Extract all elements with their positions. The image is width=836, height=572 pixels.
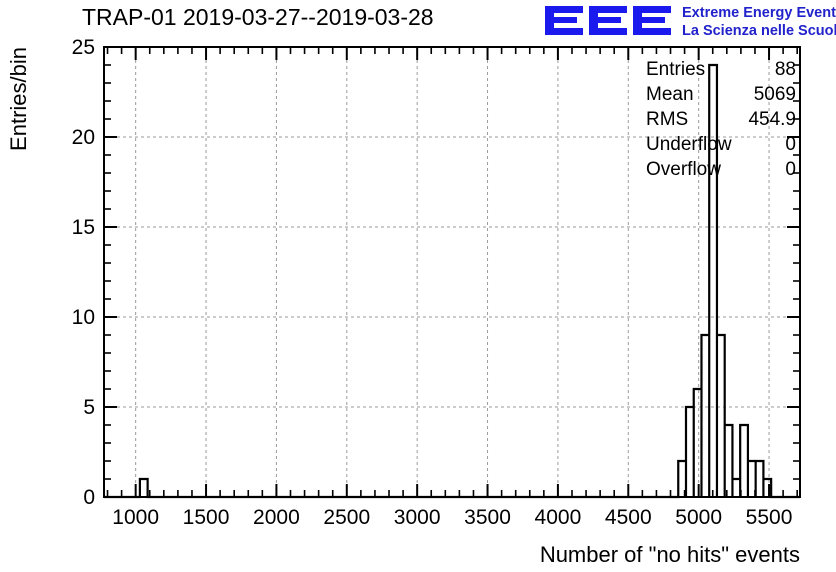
eee-logo-line1: Extreme Energy Events	[682, 5, 836, 21]
x-tick-label: 2000	[253, 506, 300, 529]
x-tick-label: 1000	[112, 506, 159, 529]
x-tick-label: 1500	[183, 506, 230, 529]
plot-frame	[103, 46, 801, 498]
y-tick-label: 25	[72, 36, 95, 59]
eee-logo-line2: La Scienza nelle Scuole	[682, 23, 836, 39]
x-tick-label: 4000	[535, 506, 582, 529]
y-tick-label: 20	[72, 126, 95, 149]
y-tick-labels: 0 5 10 15 20 25	[72, 36, 95, 509]
x-gridlines	[135, 48, 770, 496]
stats-row-value: 88	[775, 59, 796, 80]
x-tick-label: 3500	[464, 506, 511, 529]
x-tick-labels: 1000 1500 2000 2500 3000 3500 4000 4500 5000 5500	[112, 506, 792, 529]
y-tick-label: 10	[72, 306, 95, 329]
x-tick-label: 3000	[394, 506, 441, 529]
stats-row-label: Entries	[646, 59, 705, 80]
x-tick-label: 5000	[675, 506, 722, 529]
stats-row-label: Overflow	[646, 159, 721, 180]
y-tick-label: 0	[83, 486, 95, 509]
y-gridlines	[105, 136, 799, 408]
stats-row-value: 5069	[754, 84, 796, 105]
y-tick-label: 15	[72, 216, 95, 239]
stats-row-value: 454.9	[748, 109, 796, 130]
y-axis-title: Entries/bin	[6, 47, 31, 151]
eee-logo: Extreme Energy Events La Scienza nelle S…	[545, 5, 836, 39]
x-tick-label: 4500	[605, 506, 652, 529]
stats-row-label: RMS	[646, 109, 688, 130]
stats-row-value: 0	[785, 159, 796, 180]
y-tick-label: 5	[83, 396, 95, 419]
stats-row-value: 0	[785, 134, 796, 155]
x-axis-title: Number of "no hits" events	[540, 542, 800, 567]
x-tick-label: 5500	[746, 506, 793, 529]
eee-logo-mark	[545, 6, 671, 35]
plot-title: TRAP-01 2019-03-27--2019-03-28	[82, 4, 434, 30]
stats-row-label: Underflow	[646, 134, 732, 155]
stats-row-label: Mean	[646, 84, 694, 105]
stats-box: Entries 88 Mean 5069 RMS 454.9 Underflow 0 Overf…	[646, 59, 796, 180]
histogram-series	[104, 63, 800, 499]
x-tick-label: 2500	[323, 506, 370, 529]
y-axis-ticks	[104, 46, 800, 498]
